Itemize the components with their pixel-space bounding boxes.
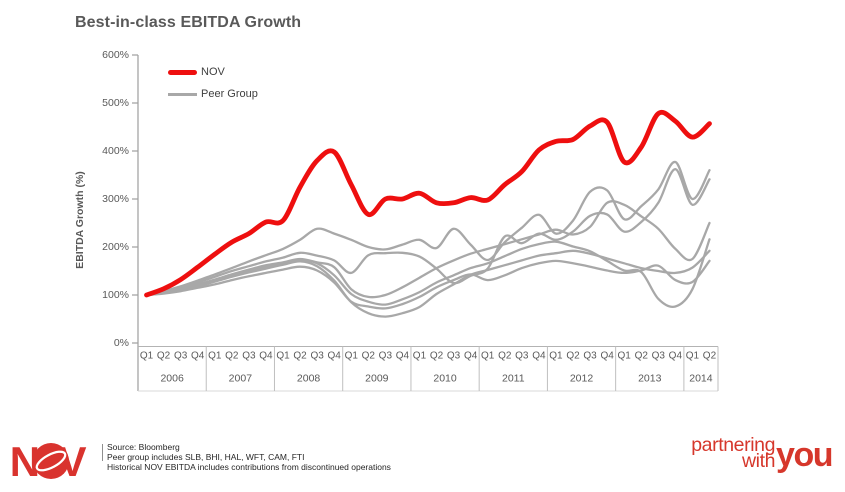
x-quarter-label: Q3 [310,351,324,362]
chart-legend: NOV Peer Group [168,61,258,105]
series-line-nov [144,109,712,298]
x-year-label: 2008 [297,373,321,385]
x-quarter-label: Q3 [515,351,529,362]
x-quarter-label: Q2 [566,351,580,362]
y-tick-label: 600% [102,49,129,61]
y-tick-label: 0% [114,337,129,349]
x-quarter-label: Q1 [413,351,427,362]
x-quarter-label: Q1 [345,351,359,362]
tagline-word-with: with [741,450,776,472]
x-quarter-label: Q3 [447,351,461,362]
x-quarter-label: Q3 [379,351,393,362]
x-quarter-label: Q4 [396,351,410,362]
x-quarter-label: Q3 [242,351,256,362]
ebitda-growth-chart: 0% 100% 200% 300% 400% 500% 600% EBITDA Growth … [74,49,719,392]
legend-entry-nov: NOV [168,61,258,83]
x-quarter-label: Q4 [464,351,478,362]
x-year-label: 2007 [229,373,253,385]
x-year-label: 2011 [502,373,525,385]
x-year-label: 2006 [160,373,184,385]
y-tick-label: 300% [102,193,129,205]
y-axis-title: EBITDA Growth (%) [74,171,86,269]
x-quarter-label: Q1 [549,351,563,362]
footer-divider [102,444,103,461]
series-line-peer-2 [145,168,711,297]
x-quarter-label: Q2 [703,351,717,362]
footnote-historical: Historical NOV EBITDA includes contribut… [107,462,391,472]
x-year-label: 2012 [570,373,594,385]
peer-line-swatch-icon [168,92,197,96]
footnote-peer-group: Peer group includes SLB, BHI, HAL, WFT, … [107,452,305,462]
x-quarter-label: Q2 [157,351,171,362]
tagline-word-partnering: partnering [691,434,776,456]
x-quarter-label: Q4 [328,351,342,362]
x-year-label: 2013 [638,373,662,385]
legend-entry-peer-group: Peer Group [168,83,258,105]
x-quarter-label: Q3 [583,351,597,362]
y-tick-label: 500% [102,97,129,109]
x-quarter-label: Q4 [600,351,614,362]
footnotes: Source: Bloomberg Peer group includes SL… [107,442,391,472]
series-line-peer-6 [145,259,711,310]
series-line-peer-1 [145,160,711,297]
x-quarter-label: Q1 [208,351,222,362]
tagline-left: partnering with [691,434,776,472]
logo-globe-o [33,443,69,479]
series-lines [144,109,712,318]
series-line-peer-5 [145,238,711,309]
x-quarter-label: Q2 [635,351,649,362]
x-quarter-label: Q2 [430,351,444,362]
x-quarter-label: Q3 [652,351,666,362]
series-line-peer-3 [145,200,711,299]
x-quarter-label: Q4 [191,351,205,362]
x-year-label: 2014 [689,373,713,385]
x-quarter-label: Q2 [293,351,307,362]
x-quarter-label: Q1 [140,351,154,362]
x-quarter-label: Q4 [532,351,546,362]
x-quarter-label: Q1 [686,351,700,362]
nov-line-swatch-icon [168,69,197,75]
x-quarter-label: Q2 [498,351,512,362]
y-axis: 0% 100% 200% 300% 400% 500% 600% EBITDA Growth … [74,49,139,391]
legend-label-peer-group: Peer Group [201,88,258,100]
x-quarter-label: Q1 [276,351,290,362]
x-year-label: 2009 [365,373,389,385]
partnering-with-you-tagline: partnering with you [691,434,833,474]
y-tick-label: 100% [102,289,129,301]
x-quarter-label: Q2 [362,351,376,362]
x-quarter-label: Q4 [259,351,273,362]
x-quarter-label: Q4 [669,351,683,362]
legend-label-nov: NOV [201,66,225,78]
x-quarter-label: Q2 [225,351,239,362]
logo-globe-swoosh [35,450,67,472]
y-tick-label: 400% [102,145,129,157]
x-year-label: 2010 [433,373,457,385]
footnote-source: Source: Bloomberg [107,442,180,452]
x-quarter-label: Q1 [481,351,495,362]
series-line-peer-4 [145,249,711,318]
x-quarter-label: Q3 [174,351,188,362]
tagline-word-you: you [776,436,833,474]
x-quarter-label: Q1 [618,351,632,362]
chart-title: Best-in-class EBITDA Growth [75,14,302,31]
y-tick-label: 200% [102,241,129,253]
